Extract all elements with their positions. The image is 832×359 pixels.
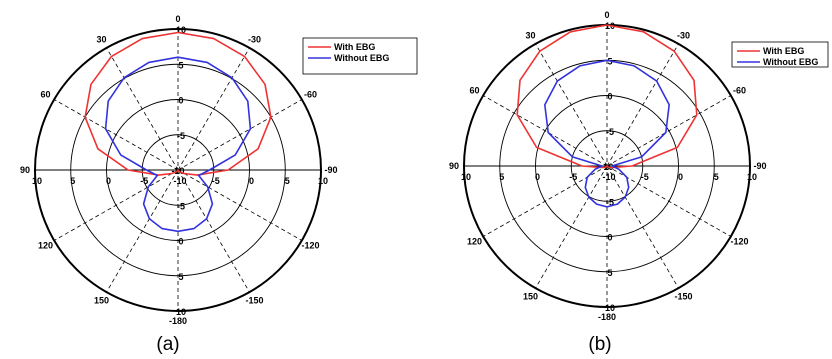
radial-tick-label: -5: [641, 172, 649, 182]
spoke-line: [106, 169, 179, 293]
spoke-line: [177, 99, 303, 171]
radial-tick-label: 10: [605, 303, 615, 313]
spoke-line: [482, 95, 608, 167]
radial-tick-label: -5: [212, 176, 220, 186]
angle-label: 150: [94, 296, 109, 306]
spoke-line: [606, 165, 679, 289]
radial-tick-label: -5: [140, 176, 148, 186]
radial-tick-label: 10: [176, 25, 186, 35]
radial-tick-label: 0: [678, 172, 683, 182]
polar-chart-a: 0306090120150-180-150-120-90-60-30-10-10…: [20, 14, 418, 355]
radial-tick-label: 10: [32, 176, 42, 186]
series-line-without-ebg: [104, 56, 252, 233]
angle-label: -150: [245, 296, 263, 306]
legend-box: [731, 41, 829, 68]
angle-label: -180: [598, 312, 616, 322]
radial-tick-label: 0: [178, 237, 183, 247]
radial-tick-label: -10: [173, 176, 186, 186]
angle-label: 0: [604, 10, 609, 20]
angle-label: -150: [674, 292, 692, 302]
spoke-line: [106, 47, 179, 171]
series-line-without-ebg: [544, 59, 670, 208]
spoke-line: [606, 95, 732, 167]
angle-label: 0: [175, 14, 180, 24]
spoke-line: [535, 43, 608, 167]
radial-tick-label: -5: [177, 201, 185, 211]
radial-tick-label: 5: [499, 172, 504, 182]
spoke-line: [177, 169, 250, 293]
angle-label: -90: [324, 165, 337, 175]
angle-label: 30: [525, 30, 535, 40]
radial-tick-label: -10: [602, 172, 615, 182]
legend-label: Without EBG: [763, 57, 818, 67]
panel-caption: (a): [156, 334, 179, 355]
angle-label: 60: [40, 90, 50, 100]
radial-tick-label: 0: [535, 172, 540, 182]
radial-tick-label: 10: [747, 172, 757, 182]
legend-box: [302, 37, 418, 75]
legend-label: With EBG: [763, 46, 804, 56]
radial-tick-label: 5: [285, 176, 290, 186]
angle-label: -120: [730, 236, 748, 246]
spoke-line: [53, 169, 179, 241]
legend-label: Without EBG: [334, 53, 389, 63]
angle-label: -120: [301, 240, 319, 250]
spoke-line: [53, 99, 179, 171]
radial-tick-label: 0: [607, 233, 612, 243]
radial-tick-label: 5: [607, 268, 612, 278]
radial-tick-label: 10: [461, 172, 471, 182]
spoke-line: [535, 165, 608, 289]
angle-label: 90: [20, 165, 30, 175]
angle-label: 30: [96, 34, 106, 44]
radial-tick-label: 0: [607, 92, 612, 102]
legend-label: With EBG: [334, 42, 375, 52]
angle-label: 90: [449, 161, 459, 171]
angle-label: -30: [248, 34, 261, 44]
radial-tick-label: -5: [606, 197, 614, 207]
radial-tick-label: 0: [178, 96, 183, 106]
spoke-line: [177, 169, 303, 241]
series-line-with-ebg: [516, 24, 698, 169]
angle-label: 120: [467, 236, 482, 246]
radial-tick-label: -5: [569, 172, 577, 182]
radial-tick-label: 5: [178, 60, 183, 70]
radial-tick-label: 0: [106, 176, 111, 186]
angle-label: -30: [677, 30, 690, 40]
angle-label: -180: [169, 316, 187, 326]
series-line-with-ebg: [84, 31, 272, 176]
angle-label: 60: [469, 86, 479, 96]
polar-chart-b: 0306090120150-180-150-120-90-60-30-10-10…: [449, 10, 829, 355]
radial-tick-label: 5: [178, 272, 183, 282]
radial-tick-label: 5: [70, 176, 75, 186]
radial-tick-label: -5: [606, 127, 614, 137]
spoke-line: [606, 43, 679, 167]
spoke-line: [177, 47, 250, 171]
angle-label: -60: [304, 90, 317, 100]
angle-label: 150: [523, 292, 538, 302]
angle-label: 120: [38, 240, 53, 250]
radial-tick-label: -5: [177, 131, 185, 141]
angle-label: -90: [753, 161, 766, 171]
radial-tick-label: 10: [318, 176, 328, 186]
radial-tick-label: 5: [714, 172, 719, 182]
angle-label: -60: [733, 86, 746, 96]
radial-tick-label: 10: [176, 307, 186, 317]
radial-tick-label: 0: [249, 176, 254, 186]
panel-caption: (b): [588, 334, 611, 355]
